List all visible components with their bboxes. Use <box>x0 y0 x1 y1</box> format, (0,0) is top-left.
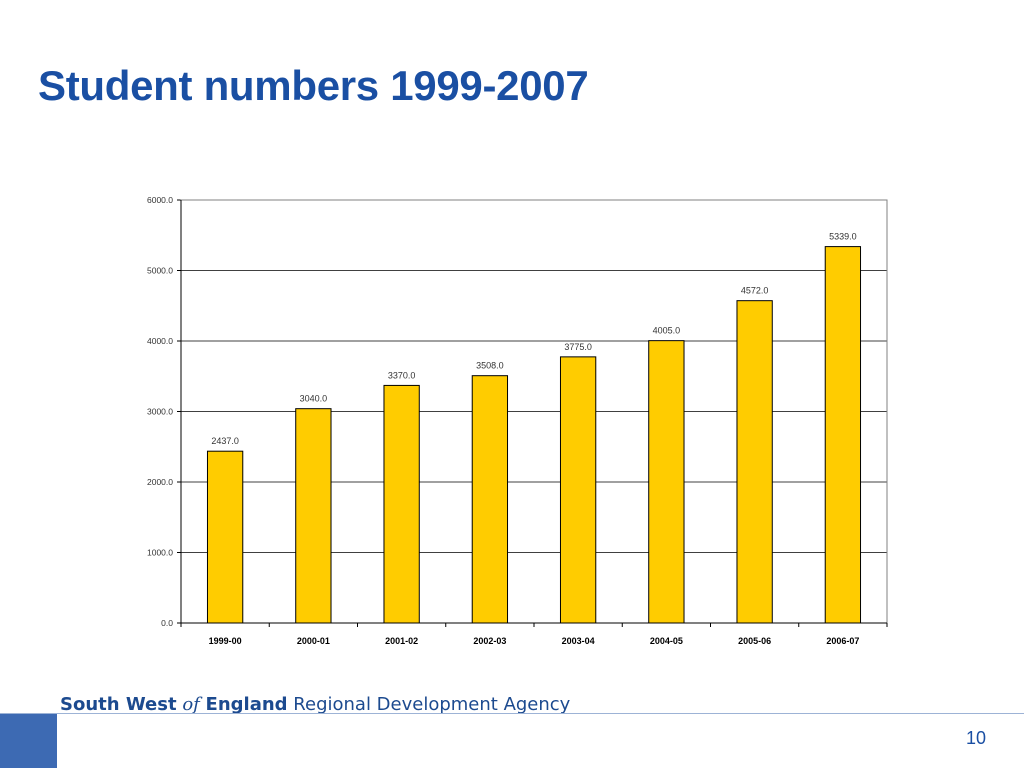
data-label: 3370.0 <box>388 370 416 380</box>
data-label: 3508.0 <box>476 361 504 371</box>
x-tick-label: 1999-00 <box>209 636 242 646</box>
bar-2003-04 <box>559 356 597 624</box>
y-tick-label: 4000.0 <box>147 336 173 346</box>
footer-org-part2: England <box>205 694 288 715</box>
data-label: 5339.0 <box>829 232 857 242</box>
x-tick-label: 2002-03 <box>473 636 506 646</box>
data-label: 3040.0 <box>300 394 328 404</box>
y-tick-label: 0.0 <box>161 618 173 628</box>
bar-2004-05 <box>648 340 685 624</box>
footer-org-of: of <box>182 694 200 715</box>
y-tick-label: 1000.0 <box>147 548 173 558</box>
data-label: 4572.0 <box>741 286 769 296</box>
y-tick-label: 3000.0 <box>147 407 173 417</box>
data-label: 3775.0 <box>564 342 592 352</box>
data-label: 4005.0 <box>653 326 681 336</box>
bar-2005-06 <box>736 300 773 624</box>
footer-accent-box <box>0 714 57 768</box>
x-tick-label: 2004-05 <box>650 636 683 646</box>
bar-2002-03 <box>471 375 509 624</box>
x-tick-label: 2000-01 <box>297 636 330 646</box>
bar-2006-07 <box>824 246 862 624</box>
data-label: 2437.0 <box>211 436 239 446</box>
footer-org-part3: Regional Development Agency <box>293 694 571 715</box>
page-number: 10 <box>965 728 986 748</box>
slide-title: Student numbers 1999-2007 <box>38 62 589 109</box>
footer-organization: South West of England Regional Developme… <box>60 694 570 715</box>
x-tick-label: 2001-02 <box>385 636 418 646</box>
x-tick-label: 2006-07 <box>826 636 859 646</box>
x-tick-label: 2003-04 <box>562 636 595 646</box>
y-tick-label: 2000.0 <box>147 477 173 487</box>
bar-2000-01 <box>295 408 332 624</box>
bar-2001-02 <box>383 384 420 624</box>
x-tick-label: 2005-06 <box>738 636 771 646</box>
bar-1999-00 <box>206 450 244 624</box>
footer-divider <box>0 713 1024 714</box>
footer-org-part1: South West <box>60 694 177 715</box>
y-tick-label: 6000.0 <box>147 195 173 205</box>
y-tick-label: 5000.0 <box>147 266 173 276</box>
